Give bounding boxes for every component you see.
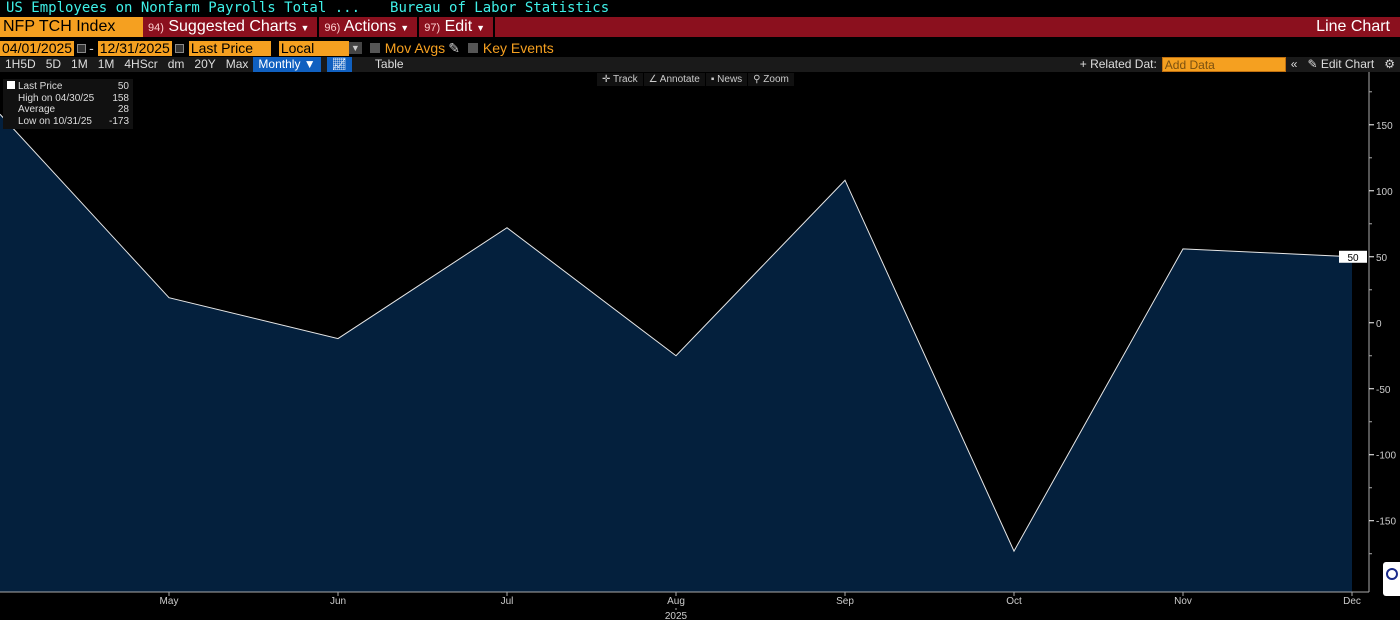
date-separator: - [89, 40, 94, 56]
x-tick-label: Nov [1174, 596, 1192, 607]
x-tick-label: Dec [1343, 596, 1361, 607]
caret-down-icon: ▼ [300, 23, 310, 33]
calendar-icon[interactable] [174, 43, 184, 53]
x-tick-label: Jun [330, 596, 346, 607]
y-tick-label: 0 [1376, 319, 1382, 330]
security-title-bar: US Employees on Nonfarm Payrolls Total .… [0, 0, 1400, 17]
x-tick-label: Jul [501, 596, 514, 607]
zoom-tool[interactable]: ⚲ Zoom [748, 73, 795, 86]
menu-number: 96) [324, 22, 341, 34]
legend-label: Last Price [18, 81, 63, 92]
y-tick-label: 100 [1376, 187, 1393, 198]
x-tick-label: May [160, 596, 179, 607]
year-label: 2025 [665, 611, 688, 620]
x-tick-label: Oct [1006, 596, 1022, 607]
chart-type-label: Line Chart [1316, 18, 1390, 35]
end-date-input[interactable]: 12/31/2025 [97, 39, 172, 56]
track-tool[interactable]: ✛ Track [597, 73, 644, 86]
legend-low: Low on 10/31/25 -173 [7, 116, 129, 128]
period-1m[interactable]: 1M [71, 57, 88, 71]
legend-value: 28 [117, 104, 129, 115]
legend-average: Average 28 [7, 104, 129, 116]
legend-value: 158 [112, 92, 129, 104]
annotate-tool[interactable]: ∠ Annotate [644, 73, 706, 86]
right-tools: + Related Dat: Add Data « ✎ Edit Chart ⚙ [1075, 57, 1400, 72]
news-tool[interactable]: ▪ News [706, 73, 749, 86]
related-data-button[interactable]: + Related Dat: [1079, 57, 1157, 71]
series-swatch [7, 81, 15, 89]
data-source: Bureau of Labor Statistics [390, 0, 610, 16]
last-value-badge [1339, 250, 1367, 263]
last-value-label: 50 [1347, 253, 1359, 264]
caret-down-icon: ▼ [400, 23, 410, 33]
period-bar: 1H5D 5D 1M 1M 4HScr dm 20Y Max Monthly ▼… [0, 57, 1400, 72]
ticker-input[interactable]: NFP TCH Index [0, 17, 143, 37]
caret-down-icon: ▼ [476, 23, 486, 33]
mov-avgs-checkbox[interactable] [369, 43, 380, 53]
period-max[interactable]: Max [225, 57, 249, 71]
collapse-icon[interactable]: « [1290, 57, 1298, 71]
pencil-icon[interactable]: ✎ [448, 39, 460, 56]
line-chart-icon[interactable]: 📈︎ [326, 57, 352, 72]
dropdown-icon[interactable]: ▼ [348, 42, 362, 54]
y-tick-label: 150 [1376, 121, 1393, 132]
menu-label: Edit [444, 18, 473, 35]
security-title: US Employees on Nonfarm Payrolls Total .… [6, 0, 361, 16]
menu-bar: NFP TCH Index 94) Suggested Charts ▼ 96) … [0, 17, 1400, 37]
period-5d[interactable]: 5D [45, 57, 62, 71]
legend-value: -173 [108, 115, 129, 127]
menu-label: Actions [343, 18, 397, 35]
legend-label: Low on 10/31/25 [18, 115, 92, 127]
edit-menu[interactable]: 97) Edit ▼ [419, 17, 496, 37]
series-line [0, 113, 1353, 553]
start-date-input[interactable]: 04/01/2025 [0, 39, 75, 56]
period-20y[interactable]: 20Y [194, 57, 216, 71]
legend-last-price[interactable]: Last Price 50 [7, 81, 129, 93]
period-1h5d[interactable]: 1H5D [5, 57, 36, 71]
add-data-input[interactable]: Add Data [1161, 57, 1286, 72]
period-dm[interactable]: dm [167, 57, 185, 71]
zoom-out-icon [1386, 568, 1398, 580]
y-tick-label: -100 [1376, 451, 1396, 462]
table-button[interactable]: Table [374, 57, 404, 71]
calendar-icon[interactable] [77, 43, 87, 53]
period-4hscr[interactable]: 4HScr [124, 57, 158, 71]
field-select[interactable]: Last Price [188, 40, 271, 56]
suggested-charts-menu[interactable]: 94) Suggested Charts ▼ [143, 17, 320, 37]
actions-menu[interactable]: 96) Actions ▼ [319, 17, 420, 37]
key-events-label: Key Events [482, 40, 554, 56]
chart-legend: Last Price 50 High on 04/30/25 158 Average… [3, 79, 133, 129]
gear-icon[interactable]: ⚙ [1384, 57, 1395, 71]
area-fill [0, 114, 1352, 592]
legend-label: Average [18, 104, 56, 115]
legend-value: 50 [117, 81, 129, 92]
legend-high: High on 04/30/25 158 [7, 93, 129, 105]
y-tick-label: 50 [1376, 253, 1388, 264]
chart-area[interactable]: 150 100 50 0 -50 -100 -150 50 May Jun Jul Aug Sep Oct… [0, 72, 1400, 620]
menu-number: 94) [148, 22, 164, 34]
y-tick-label: -50 [1376, 385, 1391, 396]
currency-select[interactable]: Local CCY [278, 40, 349, 70]
edit-chart-button[interactable]: ✎ Edit Chart [1307, 57, 1375, 71]
x-tick-label: Aug [667, 596, 685, 607]
frequency-select[interactable]: Monthly ▼ [253, 57, 321, 72]
y-tick-label: -150 [1376, 517, 1396, 528]
menu-number: 97) [424, 22, 441, 34]
controls-bar: 04/01/2025 - 12/31/2025 Last Price Local… [0, 39, 1400, 70]
legend-label: High on 04/30/25 [18, 92, 95, 104]
key-events-checkbox[interactable] [467, 43, 478, 53]
mov-avgs-label: Mov Avgs [384, 40, 446, 56]
chart-tools: ✛ Track ∠ Annotate ▪ News ⚲ Zoom [597, 73, 795, 86]
period-1m-2[interactable]: 1M [97, 57, 115, 71]
menu-label: Suggested Charts [168, 18, 297, 35]
x-tick-label: Sep [836, 596, 854, 607]
